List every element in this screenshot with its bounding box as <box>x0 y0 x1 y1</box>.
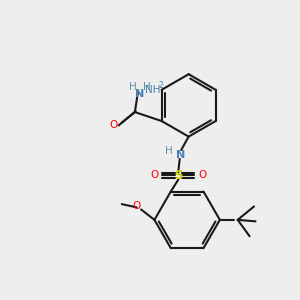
Text: N: N <box>135 89 145 99</box>
Text: O: O <box>198 170 206 180</box>
Text: O: O <box>150 170 159 180</box>
Text: O: O <box>133 201 141 211</box>
Text: N: N <box>176 150 185 160</box>
Text: H: H <box>129 82 136 92</box>
Text: H: H <box>165 146 172 157</box>
Text: H: H <box>143 82 151 92</box>
Text: NH: NH <box>145 85 161 95</box>
Text: O: O <box>109 121 117 130</box>
Text: 2: 2 <box>158 81 163 90</box>
Text: S: S <box>174 169 182 182</box>
